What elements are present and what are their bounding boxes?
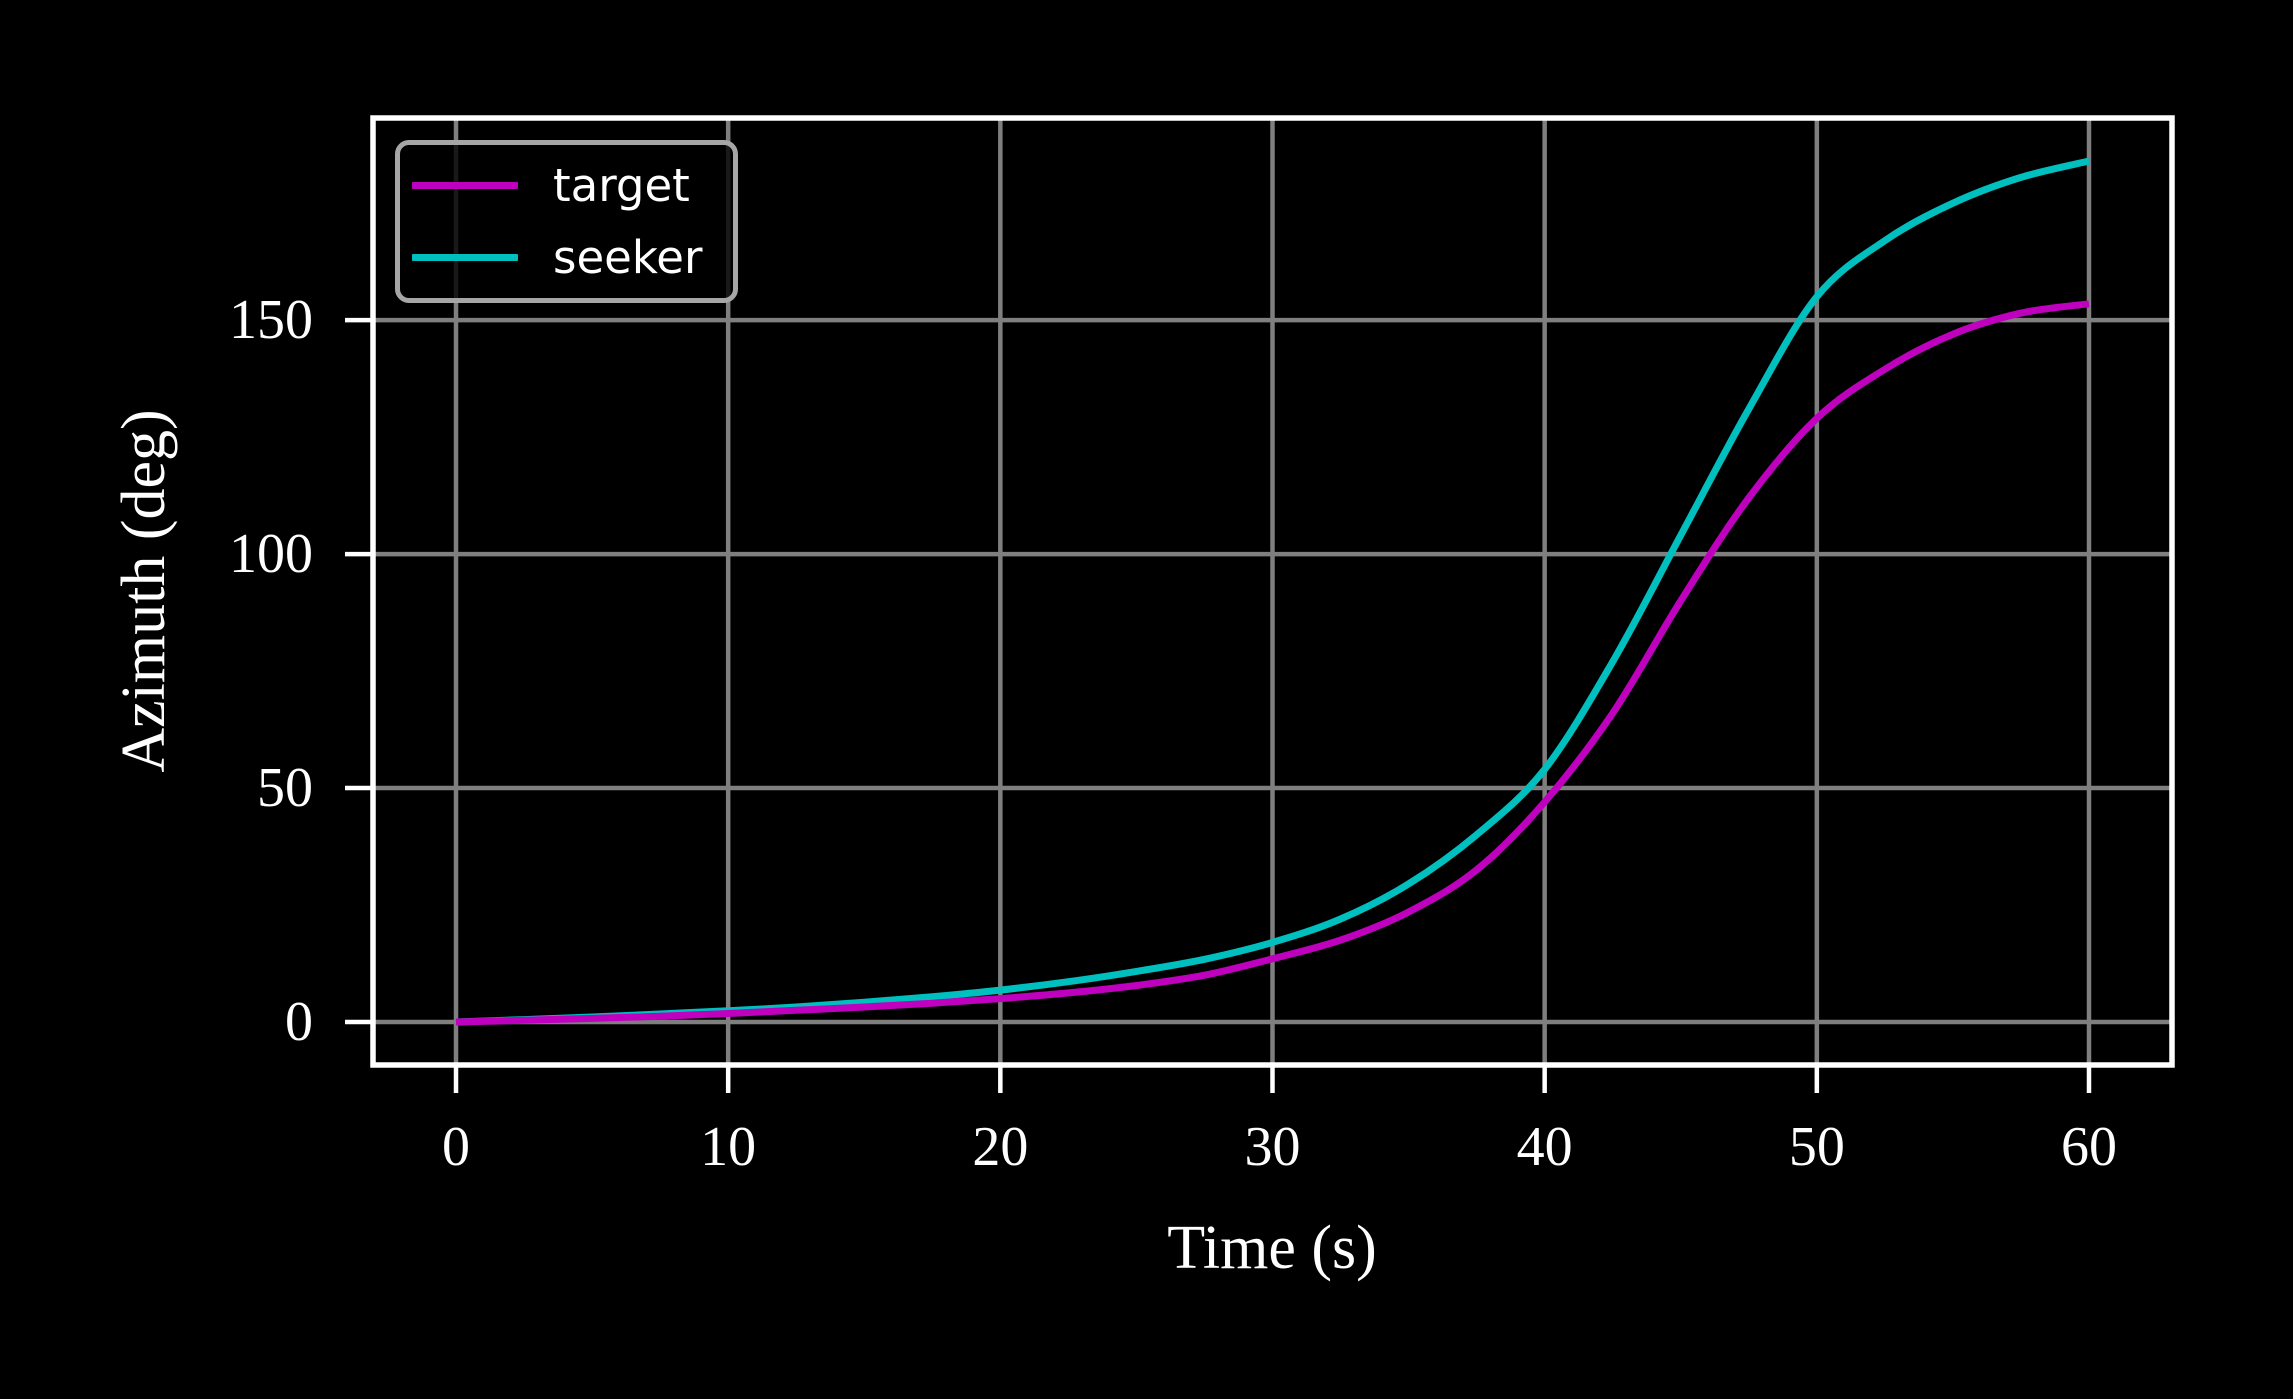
x-axis-label: Time (s)	[1167, 1214, 1377, 1282]
legend: target seeker	[395, 140, 738, 303]
axes-spines	[370, 115, 2175, 1068]
y-tick-label: 0	[285, 990, 313, 1053]
legend-label-seeker: seeker	[553, 231, 703, 284]
y-axis-label: Azimuth (deg)	[110, 409, 178, 773]
legend-item-target: target	[412, 150, 733, 222]
y-tick-label: 100	[229, 523, 313, 586]
x-tick-label: 60	[2060, 1116, 2117, 1178]
legend-label-target: target	[553, 159, 690, 212]
x-tick-label: 50	[1788, 1116, 1845, 1178]
target-line-swatch	[412, 182, 518, 189]
x-tick-label: 0	[442, 1116, 470, 1178]
y-tick-label: 150	[229, 289, 313, 352]
x-tick-label: 10	[700, 1116, 757, 1178]
x-tick-label: 20	[972, 1116, 1029, 1178]
target-curve	[455, 300, 2090, 1026]
seeker-line-swatch	[412, 254, 518, 261]
x-tick-label: 30	[1244, 1116, 1301, 1178]
y-tick-label: 50	[257, 757, 313, 819]
legend-item-seeker: seeker	[412, 222, 733, 294]
x-tick-label: 40	[1516, 1116, 1573, 1178]
